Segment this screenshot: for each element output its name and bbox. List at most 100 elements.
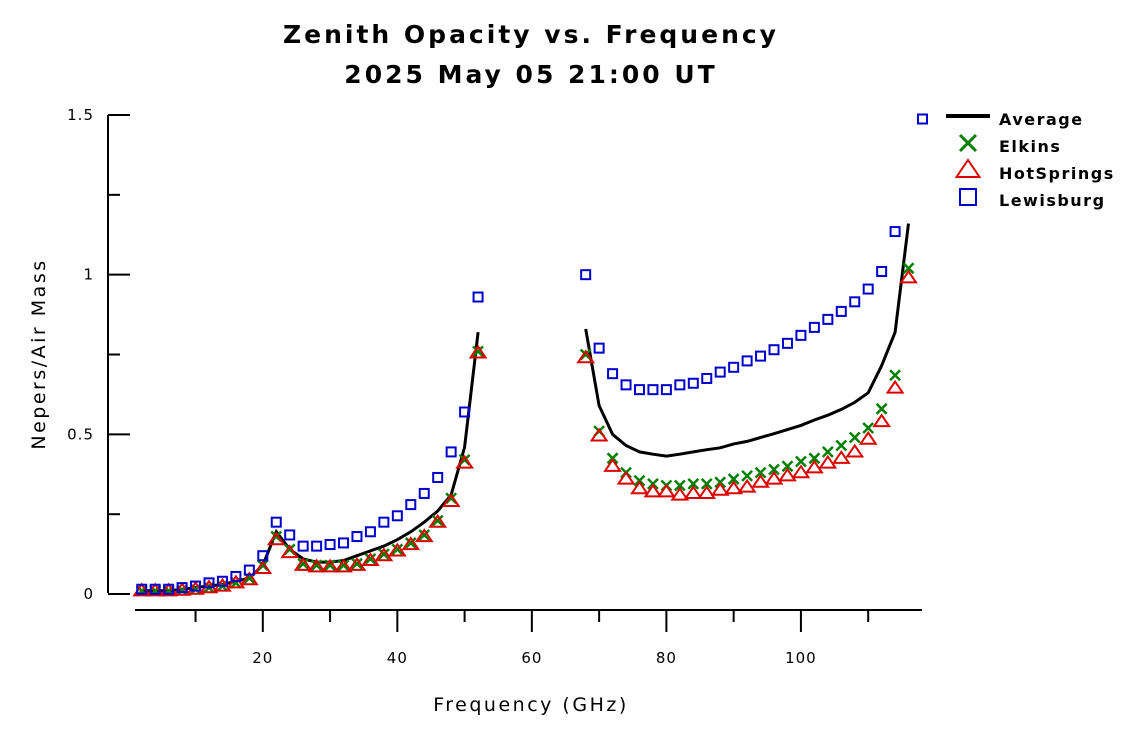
lewisburg-point [755, 350, 767, 362]
average-line [141, 332, 480, 593]
tick-marks [108, 114, 870, 632]
lewisburg-point [580, 269, 592, 281]
elkins-point [364, 553, 377, 565]
x-tick-label: 20 [252, 649, 273, 667]
hotsprings-point [266, 531, 286, 546]
lewisburg-point [862, 283, 874, 295]
hotsprings-point [630, 480, 649, 495]
legend: Average Elkins HotSprings Lewisburg [917, 110, 1113, 210]
hotsprings-point [724, 480, 744, 495]
lewisburg-point [445, 446, 457, 458]
lewisburg-point [781, 337, 793, 349]
lewisburg-point [620, 379, 632, 391]
y-tick-label: 1 [83, 266, 94, 284]
lewisburg-point [405, 499, 417, 511]
lewisburg-point [472, 291, 484, 303]
lewisburg-point [768, 344, 780, 356]
hotsprings-point [334, 558, 353, 573]
x-tick-label: 80 [656, 649, 677, 667]
hotsprings-point [320, 558, 340, 573]
legend-average-label: Average [999, 110, 1084, 129]
hotsprings-point [401, 536, 421, 551]
hotsprings-point [764, 470, 784, 485]
legend-lewisburg-swatch [959, 188, 977, 206]
lewisburg-point [163, 583, 175, 595]
hotsprings-point [885, 379, 905, 394]
lewisburg-point [607, 368, 619, 380]
hotsprings-point [818, 454, 838, 469]
hotsprings-point [657, 483, 676, 498]
lewisburg-point [418, 487, 430, 499]
y-tick-label: 1.5 [67, 106, 94, 124]
elkins-point [875, 402, 888, 415]
lewisburg-point [728, 361, 740, 373]
hotsprings-point [361, 552, 380, 567]
elkins-point [418, 529, 431, 541]
elkins-point [848, 431, 861, 444]
lewisburg-point [795, 329, 807, 341]
lewisburg-point [835, 305, 847, 317]
hotsprings-point [455, 454, 474, 469]
y-tick-label: 0.5 [67, 425, 94, 443]
lewisburg-point [432, 471, 444, 483]
lewisburg-point [311, 540, 323, 552]
hotsprings-point [239, 571, 259, 586]
elkins-point [754, 466, 767, 479]
elkins-point [324, 559, 336, 572]
lewisburg-point [889, 226, 901, 238]
hotsprings-point [697, 485, 717, 499]
hotsprings-point [616, 470, 636, 485]
hotsprings-point [307, 558, 326, 573]
elkins-point [687, 477, 700, 490]
elkins-point [673, 479, 686, 492]
lewisburg-point [459, 406, 471, 418]
hotsprings-point [428, 513, 448, 528]
chart-subtitle: 2025 May 05 21:00 UT [344, 60, 717, 89]
hotsprings-point [778, 467, 797, 482]
hotsprings-point [347, 557, 367, 571]
lewisburg-point [230, 570, 242, 582]
hotsprings-point [899, 269, 918, 284]
lewisburg-point [808, 321, 820, 333]
lewisburg-point [338, 537, 350, 549]
lewisburg-point [297, 540, 309, 552]
average-line [584, 223, 910, 458]
lewisburg-point [284, 529, 296, 541]
x-tick-label: 40 [387, 649, 408, 667]
hotsprings-point [872, 413, 891, 428]
hotsprings-point [643, 483, 663, 498]
hotsprings-point [683, 485, 703, 499]
lewisburg-point [364, 526, 376, 538]
legend-hotsprings-swatch [954, 158, 982, 178]
hotsprings-point [414, 528, 434, 543]
lewisburg-point [378, 516, 390, 528]
elkins-point [808, 452, 821, 465]
lewisburg-point [741, 355, 753, 367]
hotsprings-point [831, 450, 851, 464]
elkins-point [781, 460, 794, 473]
hotsprings-point [670, 486, 690, 501]
x-tick-label: 60 [521, 649, 542, 667]
lewisburg-point [876, 265, 888, 277]
tick-labels: 0 0.5 1 1.5 20 40 60 80 100 [67, 106, 816, 667]
lewisburg-point [822, 313, 834, 325]
elkins-point [902, 262, 915, 275]
lewisburg-point [243, 564, 255, 576]
y-axis-title: Nepers/Air Mass [28, 258, 50, 449]
x-axis-title: Frequency (GHz) [433, 694, 629, 716]
legend-small-square-marker [917, 113, 928, 125]
elkins-point [391, 543, 404, 556]
lewisburg-point [701, 372, 713, 384]
y-tick-label: 0 [83, 585, 94, 603]
lewisburg-point [687, 377, 699, 389]
elkins-point [821, 446, 834, 458]
legend-elkins-label: Elkins [999, 137, 1061, 156]
elkins-point [768, 463, 780, 476]
lewisburg-point [714, 366, 726, 378]
elkins-point [889, 369, 901, 382]
hotsprings-point [387, 542, 407, 557]
elkins-point [835, 439, 848, 452]
hotsprings-point [710, 481, 730, 496]
legend-lewisburg-label: Lewisburg [999, 191, 1106, 210]
